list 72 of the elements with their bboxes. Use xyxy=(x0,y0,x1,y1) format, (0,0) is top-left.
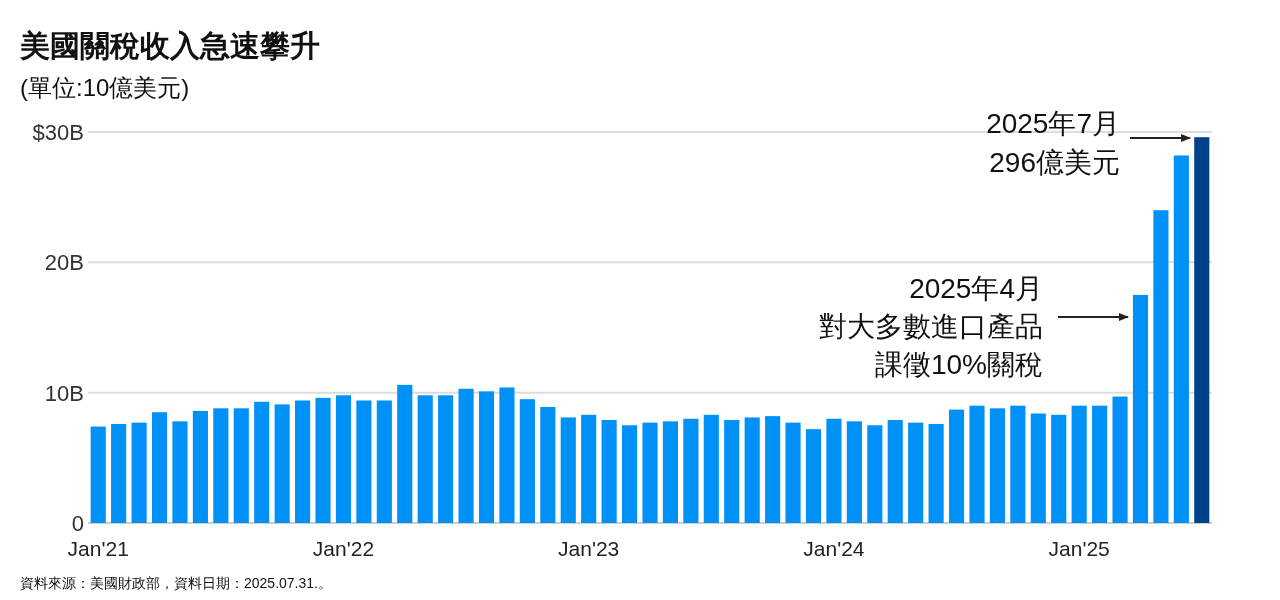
x-tick-label: Jan'22 xyxy=(312,537,375,560)
x-tick-label: Jan'21 xyxy=(67,537,129,560)
x-tick-label: Jan'24 xyxy=(803,537,865,560)
bar xyxy=(192,410,208,523)
bar xyxy=(478,391,495,523)
bar xyxy=(805,429,822,523)
bar xyxy=(499,387,515,523)
annotation: 2025年4月 xyxy=(909,273,1043,304)
bar xyxy=(928,423,944,523)
bar xyxy=(1030,413,1046,523)
bar xyxy=(356,400,372,523)
bar xyxy=(744,417,760,523)
bar xyxy=(131,422,147,523)
y-tick-label: 0 xyxy=(71,511,84,536)
source-note: 資料來源：美國財政部，資料日期：2025.07.31.。 xyxy=(20,575,332,591)
bar xyxy=(397,384,413,523)
bar xyxy=(254,401,270,523)
bar xyxy=(540,407,556,523)
annotation: 課徵10%關稅 xyxy=(874,349,1043,380)
bar xyxy=(846,421,862,523)
bar xyxy=(1071,405,1087,523)
bar xyxy=(683,418,699,523)
bar xyxy=(519,399,535,523)
bar xyxy=(867,425,883,523)
bar xyxy=(581,414,597,523)
y-tick-label: 20B xyxy=(44,250,84,276)
chart-subtitle: (單位:10億美元) xyxy=(20,74,190,101)
bar xyxy=(111,423,127,523)
bar xyxy=(560,417,576,523)
bar xyxy=(376,400,392,523)
bar xyxy=(948,409,965,523)
bar xyxy=(295,400,311,523)
chart-title: 美國關稅收入急速攀升 xyxy=(19,29,320,62)
annotation: 2025年7月 xyxy=(986,108,1120,139)
bar xyxy=(785,422,801,523)
bar xyxy=(458,388,474,523)
bar xyxy=(969,405,985,523)
bar xyxy=(601,420,617,523)
bar xyxy=(1112,396,1128,523)
bar xyxy=(213,408,229,523)
bar xyxy=(887,420,903,523)
x-tick-label: Jan'25 xyxy=(1048,537,1110,560)
y-tick-label: 10B xyxy=(44,380,84,406)
bar xyxy=(1194,137,1210,523)
bar xyxy=(417,395,433,523)
bar xyxy=(989,408,1005,523)
bar xyxy=(233,408,249,523)
bar xyxy=(151,412,168,523)
bar xyxy=(1092,405,1108,523)
bar xyxy=(1051,414,1067,523)
bar xyxy=(1132,294,1149,523)
bar xyxy=(335,395,352,523)
y-tick-label: $30B xyxy=(32,120,84,145)
bar xyxy=(1173,155,1189,523)
x-tick-label: Jan'23 xyxy=(558,537,620,560)
bar xyxy=(724,420,740,523)
bar xyxy=(908,422,924,523)
bar xyxy=(642,422,658,523)
annotation: 296億美元 xyxy=(989,147,1120,178)
annotation: 對大多數進口產品 xyxy=(819,311,1043,342)
bar xyxy=(1010,405,1026,523)
bar xyxy=(1153,210,1169,523)
bar xyxy=(826,418,842,523)
bar xyxy=(172,421,188,523)
bar xyxy=(90,426,106,523)
bar xyxy=(662,421,678,523)
bar xyxy=(315,397,331,523)
bar xyxy=(622,425,638,523)
bar xyxy=(703,414,719,523)
bar xyxy=(274,404,290,523)
bar xyxy=(438,395,454,523)
bar xyxy=(765,416,781,523)
